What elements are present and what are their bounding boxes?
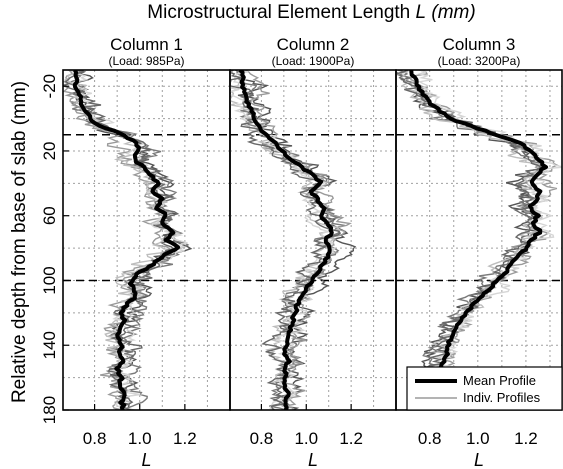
y-tick-label: 20 [40, 141, 59, 160]
y-tick-label: 180 [40, 396, 59, 424]
legend-mean-label: Mean Profile [463, 373, 536, 388]
x-tick-label: 1.2 [173, 429, 197, 448]
individual-profile-line [396, 71, 541, 378]
individual-profiles [63, 70, 193, 410]
legend: Mean Profile Indiv. Profiles [406, 366, 563, 411]
individual-profile-line [230, 70, 341, 410]
load-label: (Load: 3200Pa) [438, 54, 521, 68]
column-title: Column 1 [110, 35, 183, 54]
load-label: (Load: 985Pa) [108, 54, 184, 68]
mean-profile-line [409, 70, 548, 378]
x-tick-label: 1.0 [294, 429, 318, 448]
y-tick-label: 100 [40, 266, 59, 294]
panel-2: Column 2(Load: 1900Pa) 0.8 1.0 1.2 L [229, 35, 397, 469]
chart-title-text: Microstructural Element Length [147, 2, 411, 23]
chart-title: Microstructural Element Length L (mm) [60, 2, 563, 24]
individual-profile-line [230, 70, 342, 410]
x-axis-label: L [308, 450, 318, 469]
x-tick-label: 1.0 [128, 429, 152, 448]
x-tick-label: 0.8 [83, 429, 107, 448]
column-title: Column 2 [277, 35, 350, 54]
panel-1: Column 1(Load: 985Pa) 0.8 1.0 1.2 L [62, 35, 231, 469]
individual-profile-line [397, 70, 545, 378]
x-tick-label: 0.8 [250, 429, 274, 448]
y-tick-label: 140 [40, 331, 59, 359]
x-tick-label: 1.2 [514, 429, 538, 448]
x-axis-label: L [474, 450, 484, 469]
x-tick-label: 1.2 [339, 429, 363, 448]
x-axis-label: L [141, 450, 151, 469]
legend-box [406, 366, 563, 411]
x-tick-label: 0.8 [418, 429, 442, 448]
individual-profile-line [244, 70, 352, 410]
y-tick-label: -20 [40, 74, 59, 99]
y-axis: -20 20 60 100 140 180 [40, 74, 69, 424]
chart-title-unit: (mm) [431, 2, 476, 23]
column-title: Column 3 [443, 35, 516, 54]
individual-profile-line [397, 70, 545, 378]
individual-profile-line [236, 70, 345, 410]
mean-profile-line [72, 70, 181, 410]
individual-profile-line [396, 70, 542, 378]
individual-profiles [396, 70, 562, 378]
y-tick-label: 60 [40, 206, 59, 225]
mean-profile-line [238, 70, 334, 410]
load-label: (Load: 1900Pa) [272, 54, 355, 68]
legend-indiv-label: Indiv. Profiles [463, 390, 541, 405]
individual-profile-line [63, 70, 171, 410]
individual-profile-line [64, 70, 181, 410]
chart-title-symbol: L [415, 2, 427, 23]
x-tick-label: 1.0 [466, 429, 490, 448]
